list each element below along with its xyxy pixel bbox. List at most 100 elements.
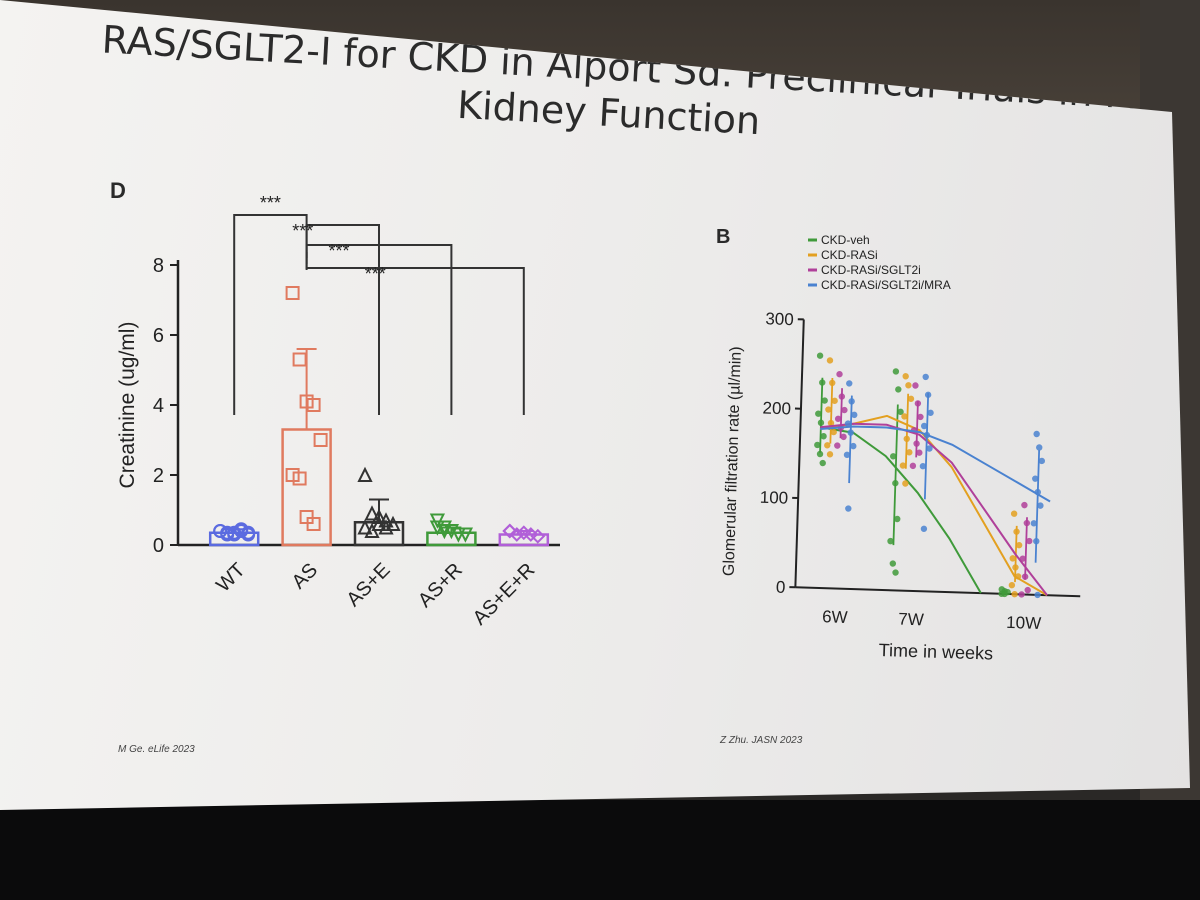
data-point — [846, 380, 853, 387]
data-point — [292, 352, 307, 367]
data-point — [889, 453, 897, 460]
data-point — [814, 441, 821, 449]
data-point — [913, 440, 920, 447]
data-point — [306, 517, 321, 531]
data-point — [820, 433, 827, 440]
data-point — [306, 398, 321, 412]
data-point — [1034, 488, 1042, 496]
y-tick-label: 8 — [153, 255, 164, 277]
data-point — [825, 406, 832, 413]
data-point — [840, 433, 847, 441]
data-point — [923, 431, 931, 439]
data-point — [841, 406, 848, 414]
data-point — [1021, 573, 1029, 580]
data-point — [895, 386, 902, 393]
data-point — [371, 508, 387, 524]
data-point — [851, 411, 858, 419]
data-point — [457, 527, 474, 543]
data-point — [848, 398, 855, 405]
trend-line — [820, 425, 1051, 503]
error-bar — [923, 393, 930, 500]
panel-label-right: B — [716, 226, 731, 248]
data-point — [1019, 555, 1026, 562]
data-point — [917, 413, 924, 421]
data-point — [901, 413, 908, 420]
significance-bracket — [305, 244, 453, 415]
significance-label: *** — [365, 264, 386, 284]
data-point — [922, 373, 929, 381]
x-axis-line — [795, 586, 1081, 598]
data-point — [905, 382, 912, 389]
data-point — [313, 433, 328, 447]
data-point — [1009, 555, 1016, 562]
data-point — [364, 505, 380, 521]
citation-left: M Ge. eLife 2023 — [118, 744, 195, 755]
data-point — [285, 286, 300, 300]
data-point — [914, 400, 922, 407]
data-point — [831, 397, 838, 405]
data-point — [1026, 537, 1033, 545]
data-point — [819, 459, 826, 467]
significance-label: *** — [328, 241, 349, 261]
data-point — [907, 395, 915, 402]
data-point — [1032, 475, 1039, 482]
data-point — [826, 451, 834, 458]
data-point — [920, 525, 928, 532]
data-point — [824, 442, 831, 449]
x-tick-label: 6W — [822, 607, 848, 627]
x-tick-label: 10W — [1006, 613, 1042, 633]
data-point — [1010, 510, 1018, 517]
legend-label: CKD-RASi — [821, 248, 878, 262]
data-point — [436, 524, 453, 540]
y-tick-label: 4 — [153, 395, 164, 417]
data-point — [912, 382, 919, 389]
data-point — [1015, 541, 1023, 549]
y-tick-label: 300 — [765, 309, 794, 329]
data-point — [1034, 591, 1041, 599]
data-point — [1030, 520, 1038, 527]
data-point — [1001, 590, 1008, 598]
data-point — [821, 397, 828, 404]
data-point — [1033, 430, 1040, 438]
y-tick-label: 0 — [153, 535, 164, 557]
data-point — [850, 442, 857, 450]
data-point — [926, 445, 933, 452]
error-bar — [848, 395, 853, 484]
data-point — [1037, 502, 1044, 509]
data-point — [378, 512, 394, 528]
data-point — [927, 409, 934, 416]
y-tick-label: 2 — [153, 465, 164, 487]
data-point — [530, 528, 546, 544]
data-point — [834, 415, 842, 423]
error-bar — [819, 377, 824, 453]
citation-right: Z Zhu. JASN 2023 — [720, 735, 803, 746]
error-bar — [892, 404, 899, 546]
data-point — [892, 368, 900, 375]
data-point — [357, 519, 373, 535]
data-point — [1038, 457, 1045, 465]
legend-label: CKD-RASi/SGLT2i/MRA — [821, 278, 951, 292]
data-point — [1014, 573, 1022, 580]
significance-label: *** — [292, 221, 313, 241]
data-point — [1033, 538, 1040, 545]
data-point — [845, 505, 852, 512]
data-point — [213, 524, 228, 538]
error-bar — [1024, 517, 1028, 580]
data-point — [924, 391, 932, 399]
data-point — [1036, 444, 1043, 451]
data-point — [357, 466, 373, 482]
data-point — [378, 519, 394, 535]
data-point — [906, 449, 913, 456]
data-point — [1018, 591, 1025, 598]
data-point — [902, 373, 909, 380]
data-point — [897, 408, 904, 416]
data-point — [844, 420, 852, 427]
data-point — [292, 471, 307, 486]
data-point — [371, 515, 387, 531]
data-point — [834, 442, 841, 449]
data-point — [227, 527, 242, 542]
data-point — [902, 480, 909, 487]
